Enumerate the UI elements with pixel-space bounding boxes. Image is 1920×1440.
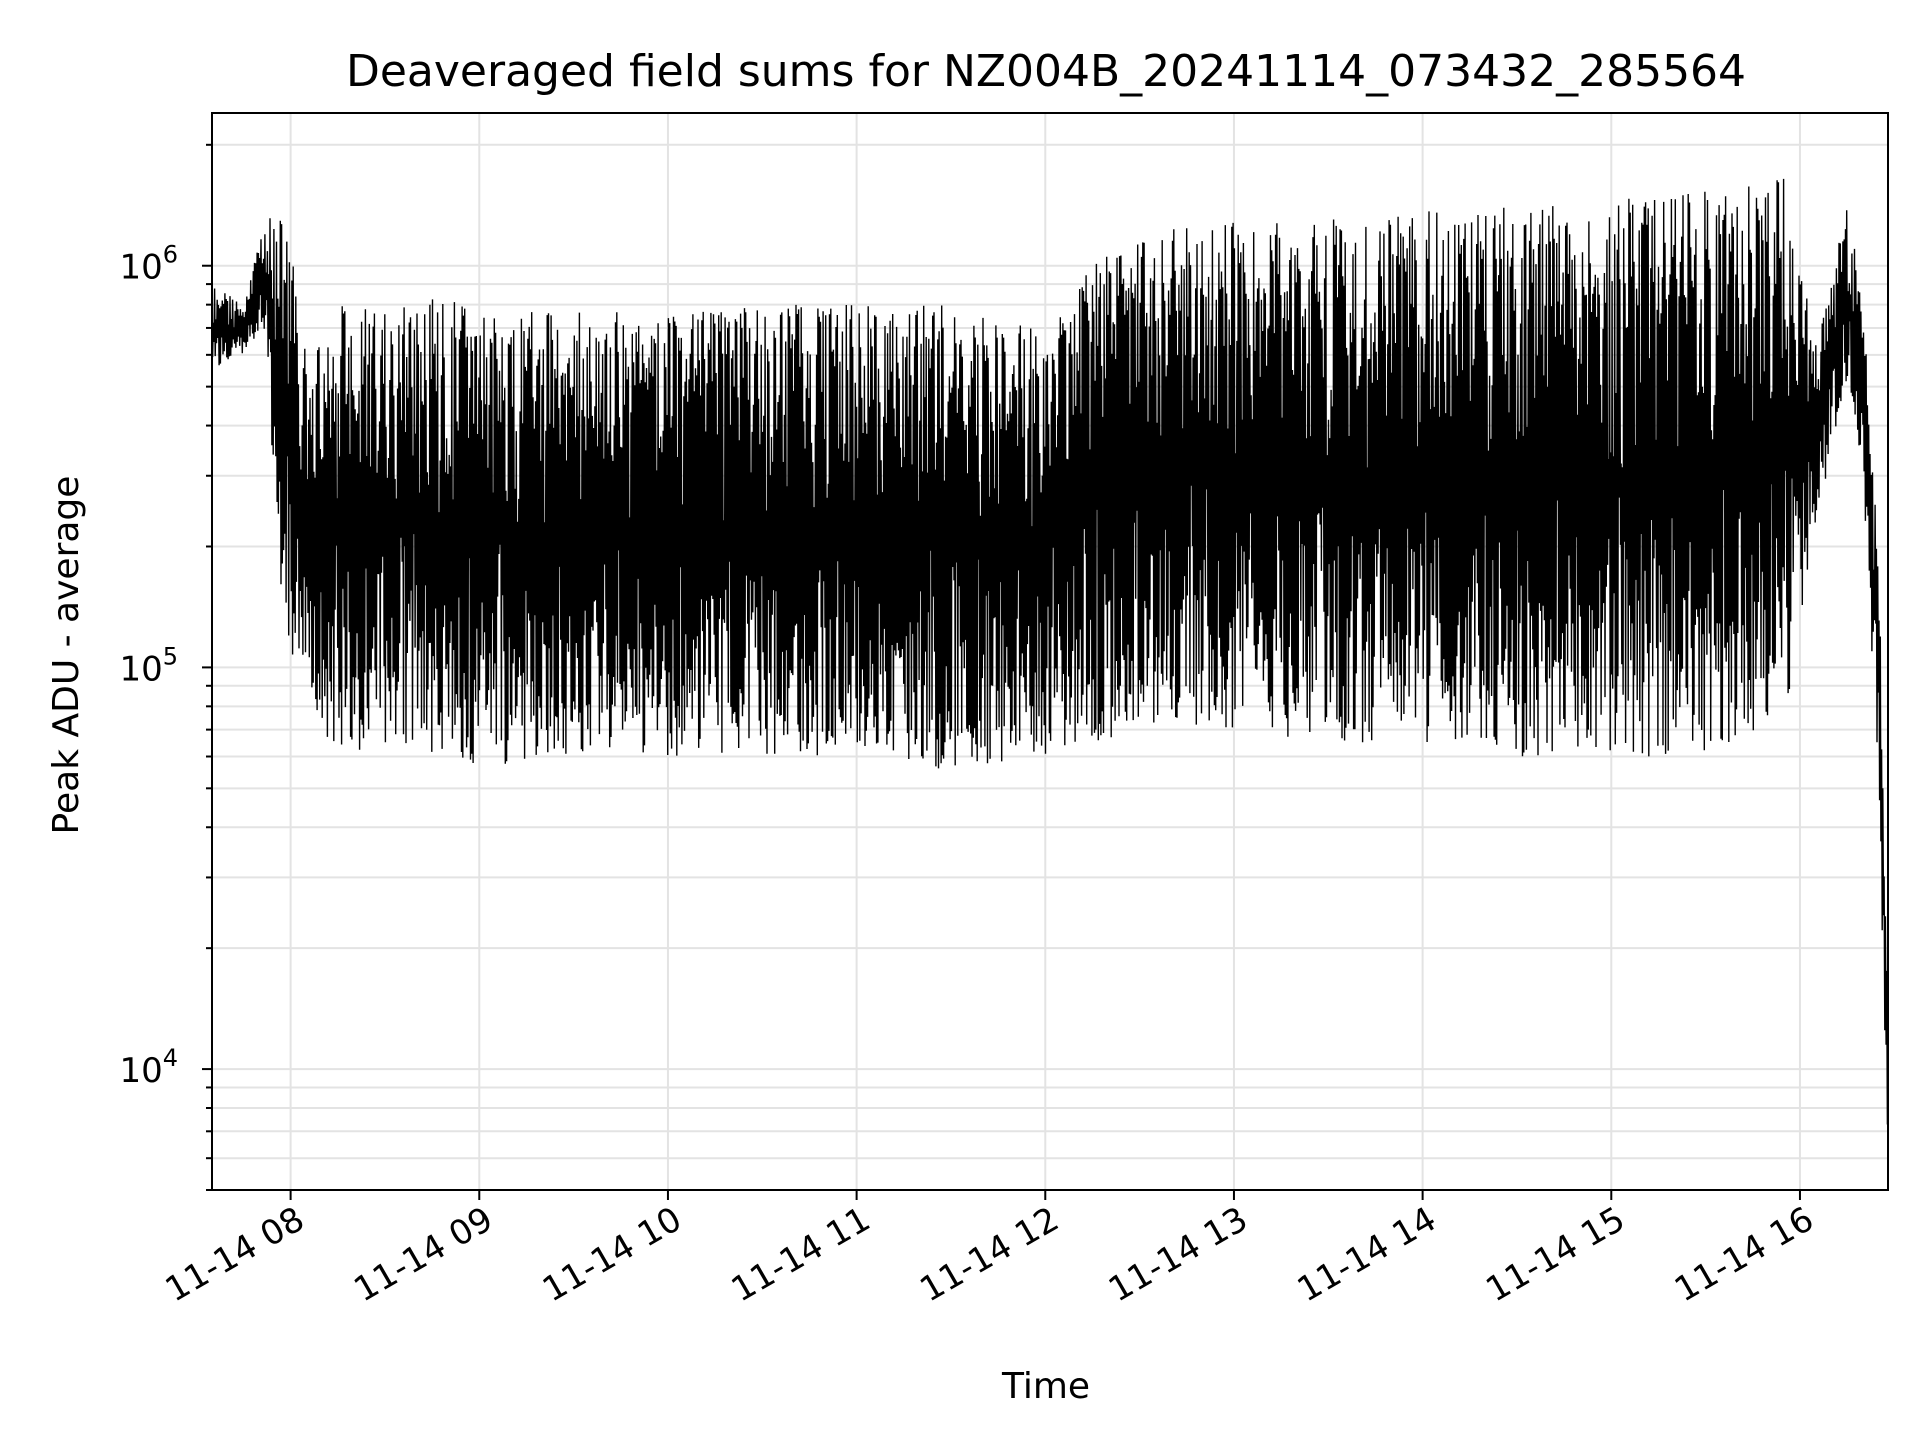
series-line [211, 178, 1889, 1125]
y-tick-label: 104 [119, 1044, 178, 1091]
x-axis-label: Time [1001, 1366, 1090, 1407]
y-tick-label: 105 [119, 642, 178, 689]
chart-title: Deaveraged field sums for NZ004B_2024111… [346, 46, 1746, 97]
y-tick-label: 106 [119, 241, 178, 288]
plot-frame [211, 112, 1889, 1191]
y-axis-label: Peak ADU - average [46, 476, 87, 835]
plot-area [211, 178, 1889, 1125]
